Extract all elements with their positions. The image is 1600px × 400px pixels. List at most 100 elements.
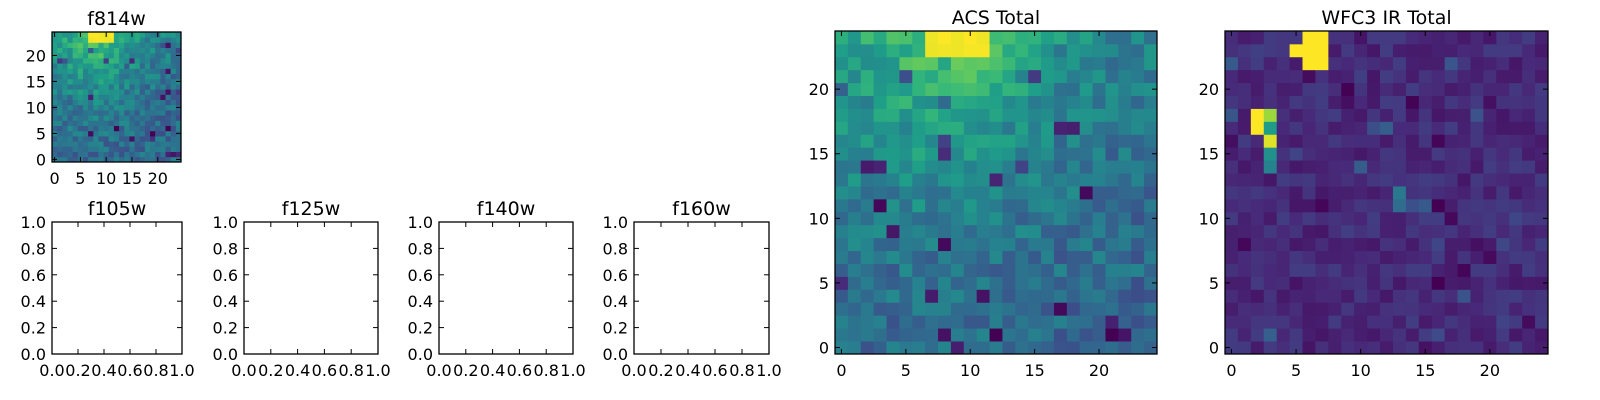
heatmap-cell bbox=[165, 110, 172, 116]
heatmap-cell bbox=[1002, 198, 1016, 213]
heatmap-cell bbox=[1131, 263, 1145, 277]
heatmap-cell bbox=[1105, 160, 1119, 174]
heatmap-cell bbox=[1431, 237, 1446, 252]
heatmap-cell bbox=[113, 68, 120, 74]
heatmap-cell bbox=[1105, 198, 1119, 213]
heatmap-cell bbox=[989, 95, 1003, 109]
heatmap-cell bbox=[1118, 315, 1132, 329]
panel-title: f160w bbox=[672, 198, 731, 220]
heatmap-cell bbox=[1041, 160, 1055, 174]
heatmap-cell bbox=[1002, 186, 1016, 200]
heatmap-cell bbox=[1105, 134, 1119, 148]
heatmap-cell bbox=[1444, 121, 1458, 135]
heatmap-cell bbox=[847, 276, 862, 290]
heatmap-cell bbox=[77, 42, 84, 48]
heatmap-cell bbox=[62, 141, 68, 147]
heatmap-cell bbox=[1041, 69, 1055, 84]
heatmap-cell bbox=[1015, 31, 1029, 45]
heatmap-cell bbox=[103, 146, 110, 152]
heatmap-cell bbox=[170, 68, 177, 74]
heatmap-cell bbox=[155, 151, 161, 158]
heatmap-cell bbox=[150, 73, 156, 80]
heatmap-cell bbox=[989, 211, 1003, 226]
heatmap-cell bbox=[1457, 289, 1471, 303]
heatmap-cell bbox=[150, 136, 156, 142]
heatmap-cell bbox=[119, 73, 125, 80]
heatmap-cell bbox=[1535, 289, 1549, 303]
heatmap-cell bbox=[124, 136, 130, 142]
heatmap-cell bbox=[1144, 160, 1158, 174]
heatmap-cell bbox=[1144, 173, 1158, 187]
heatmap-cell bbox=[1289, 121, 1303, 135]
heatmap-cell bbox=[860, 211, 875, 226]
heatmap-cell bbox=[170, 130, 177, 137]
heatmap-cell bbox=[88, 104, 94, 111]
heatmap-cell bbox=[52, 141, 58, 147]
heatmap-cell bbox=[1263, 250, 1278, 264]
heatmap-cell bbox=[155, 99, 161, 106]
heatmap-cell bbox=[860, 328, 875, 342]
heatmap-cell bbox=[1341, 341, 1355, 355]
heatmap-cell bbox=[77, 94, 84, 100]
heatmap-cell bbox=[175, 42, 182, 48]
heatmap-cell bbox=[989, 250, 1003, 264]
heatmap-cell bbox=[144, 104, 151, 111]
heatmap-cell bbox=[1105, 121, 1119, 135]
heatmap-cell bbox=[1066, 237, 1081, 252]
heatmap-cell bbox=[1457, 276, 1471, 290]
heatmap-cell bbox=[925, 263, 939, 277]
heatmap-cell bbox=[139, 125, 146, 132]
heatmap-cell bbox=[144, 141, 151, 147]
heatmap-cell bbox=[1144, 302, 1158, 316]
heatmap-cell bbox=[1225, 56, 1239, 71]
heatmap-cell bbox=[1276, 43, 1290, 58]
heatmap-cell bbox=[52, 58, 58, 64]
heatmap-cell bbox=[1522, 302, 1536, 316]
heatmap-cell bbox=[93, 42, 99, 48]
heatmap-cell bbox=[67, 47, 74, 54]
heatmap-cell bbox=[860, 31, 875, 45]
heatmap-cell bbox=[134, 52, 141, 59]
heatmap-cell bbox=[1092, 173, 1106, 187]
heatmap-cell bbox=[1066, 108, 1081, 122]
heatmap-cell bbox=[899, 186, 913, 200]
heatmap-cell bbox=[1392, 186, 1407, 200]
heatmap-cell bbox=[134, 146, 141, 152]
heatmap-cell bbox=[1066, 69, 1081, 84]
heatmap-cell bbox=[1250, 198, 1265, 213]
heatmap-cell bbox=[1302, 121, 1316, 135]
heatmap-cell bbox=[976, 134, 990, 148]
heatmap-cell bbox=[1225, 173, 1239, 187]
heatmap-cell bbox=[103, 136, 110, 142]
heatmap-cell bbox=[1053, 173, 1068, 187]
heatmap-cell bbox=[1522, 108, 1536, 122]
heatmap-cell bbox=[67, 37, 74, 43]
heatmap-cell bbox=[113, 125, 120, 132]
heatmap-cell bbox=[1405, 198, 1420, 213]
heatmap-cell bbox=[103, 110, 110, 116]
heatmap-cell bbox=[1250, 147, 1265, 161]
heatmap-cell bbox=[1002, 289, 1016, 303]
heatmap-cell bbox=[1392, 263, 1407, 277]
heatmap-cell bbox=[860, 341, 875, 355]
heatmap-cell bbox=[1405, 328, 1420, 342]
heatmap-cell bbox=[950, 69, 965, 84]
heatmap-cell bbox=[989, 198, 1003, 213]
heatmap-cell bbox=[1354, 121, 1368, 135]
heatmap-cell bbox=[170, 84, 177, 90]
heatmap-cell bbox=[1263, 276, 1278, 290]
heatmap-cell bbox=[1380, 134, 1394, 148]
x-tick-label: 0.2 bbox=[453, 361, 478, 380]
heatmap-cell bbox=[88, 115, 94, 121]
heatmap-cell bbox=[847, 302, 862, 316]
heatmap-cell bbox=[103, 63, 110, 69]
heatmap-cell bbox=[134, 47, 141, 54]
heatmap-cell bbox=[1276, 121, 1290, 135]
heatmap-cell bbox=[1053, 121, 1068, 135]
heatmap-cell bbox=[93, 63, 99, 69]
heatmap-cell bbox=[144, 47, 151, 54]
heatmap-cell bbox=[93, 52, 99, 59]
heatmap-cell bbox=[1131, 95, 1145, 109]
heatmap-cell bbox=[1418, 69, 1433, 84]
